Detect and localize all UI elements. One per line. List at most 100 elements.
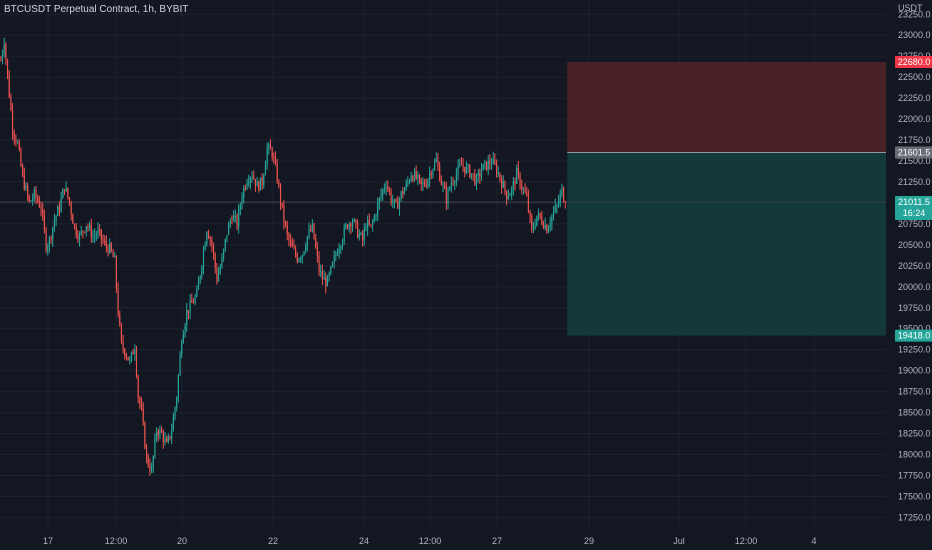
candle	[167, 433, 169, 444]
candle	[236, 213, 238, 231]
candle-body	[264, 164, 267, 176]
candle	[30, 200, 32, 202]
candle-body	[485, 161, 488, 170]
stop-loss-price-tag[interactable]: 22680.0	[895, 56, 932, 69]
candle	[373, 213, 375, 223]
candle-body	[449, 188, 451, 190]
candle	[231, 215, 233, 225]
candle	[410, 171, 412, 182]
candle	[15, 134, 17, 147]
candle	[248, 174, 250, 188]
candle-body	[527, 195, 530, 212]
candle	[100, 229, 102, 247]
candle-body	[313, 223, 315, 239]
candle-body	[144, 422, 146, 449]
candle-body	[526, 192, 528, 196]
candle	[212, 242, 215, 260]
entry-price-tag[interactable]: 21601.5	[895, 146, 932, 159]
candle	[465, 161, 468, 175]
candle-body	[417, 174, 419, 179]
candle-body	[47, 246, 49, 251]
candle-body	[249, 177, 251, 183]
candle-body	[78, 233, 81, 240]
candle-body	[504, 181, 506, 191]
candle-body	[462, 165, 464, 168]
candle-body	[522, 188, 524, 190]
price-tag-label: 22680.0	[898, 57, 931, 67]
candle	[450, 176, 452, 193]
candle	[452, 177, 454, 187]
candle	[261, 173, 263, 190]
candle-body	[469, 165, 471, 178]
candle-body	[387, 186, 389, 189]
candle-body	[516, 167, 518, 184]
candle	[300, 256, 302, 263]
price-tick-label: 17750.0	[898, 470, 931, 480]
candle-body	[281, 203, 283, 207]
candle	[296, 252, 298, 264]
candle	[405, 179, 407, 191]
price-tick-label: 19750.0	[898, 303, 931, 313]
candle	[47, 243, 49, 256]
stop-loss-zone[interactable]	[567, 62, 886, 153]
candle	[375, 213, 377, 221]
candle	[512, 176, 514, 196]
candle-body	[32, 198, 34, 201]
candle-body	[221, 258, 223, 268]
candle-body	[315, 238, 317, 248]
candle	[87, 223, 89, 232]
candle	[310, 224, 312, 232]
candle-body	[212, 245, 215, 255]
candle	[129, 355, 131, 365]
candle-body	[532, 228, 535, 230]
price-axis[interactable]: USDT 17250.0 17500.0 17750.0 18000.0 18250.0…	[898, 3, 931, 522]
candle	[207, 229, 210, 240]
take-profit-price-tag[interactable]: 19418.0	[895, 329, 932, 342]
candle-body	[382, 189, 384, 195]
candle	[480, 163, 483, 181]
candle	[258, 180, 260, 193]
take-profit-zone[interactable]	[567, 152, 886, 336]
candle	[214, 252, 216, 274]
candle	[447, 186, 449, 210]
candle	[305, 242, 307, 254]
candle	[295, 245, 297, 258]
candle	[517, 161, 519, 180]
candle	[186, 302, 188, 332]
candle-body	[80, 230, 82, 234]
candle	[177, 373, 179, 403]
candle-body	[196, 289, 198, 297]
candle-body	[489, 160, 491, 165]
candle	[403, 186, 406, 195]
candle-body	[497, 173, 499, 175]
candle-body	[226, 234, 228, 240]
candle-body	[539, 213, 541, 218]
candle	[194, 293, 196, 306]
candle	[439, 161, 441, 182]
candle	[271, 146, 273, 161]
candle-body	[231, 221, 233, 223]
time-axis[interactable]: 17 12:00 20 22 24 12:00 27 29 Jul 12:00 4	[43, 536, 817, 546]
candle	[537, 208, 540, 222]
price-tick-label: 21750.0	[898, 135, 931, 145]
price-tick-label: 22250.0	[898, 93, 931, 103]
candle	[149, 458, 151, 476]
candle-body	[551, 215, 553, 224]
candle-body	[206, 232, 208, 245]
last-price-price-tag[interactable]: 21011.516:24	[895, 195, 932, 220]
candle-body	[266, 147, 268, 165]
candle	[333, 250, 335, 269]
candle	[323, 270, 325, 280]
candle	[514, 177, 516, 191]
candle-body	[435, 159, 437, 162]
candle	[62, 188, 64, 199]
candle	[244, 184, 246, 192]
candle-body	[219, 267, 221, 274]
time-tick-label: 12:00	[735, 536, 758, 546]
price-tick-label: 20250.0	[898, 261, 931, 271]
candle	[191, 293, 193, 303]
candle	[313, 222, 315, 240]
candle	[197, 276, 200, 291]
candle-body	[274, 157, 277, 164]
